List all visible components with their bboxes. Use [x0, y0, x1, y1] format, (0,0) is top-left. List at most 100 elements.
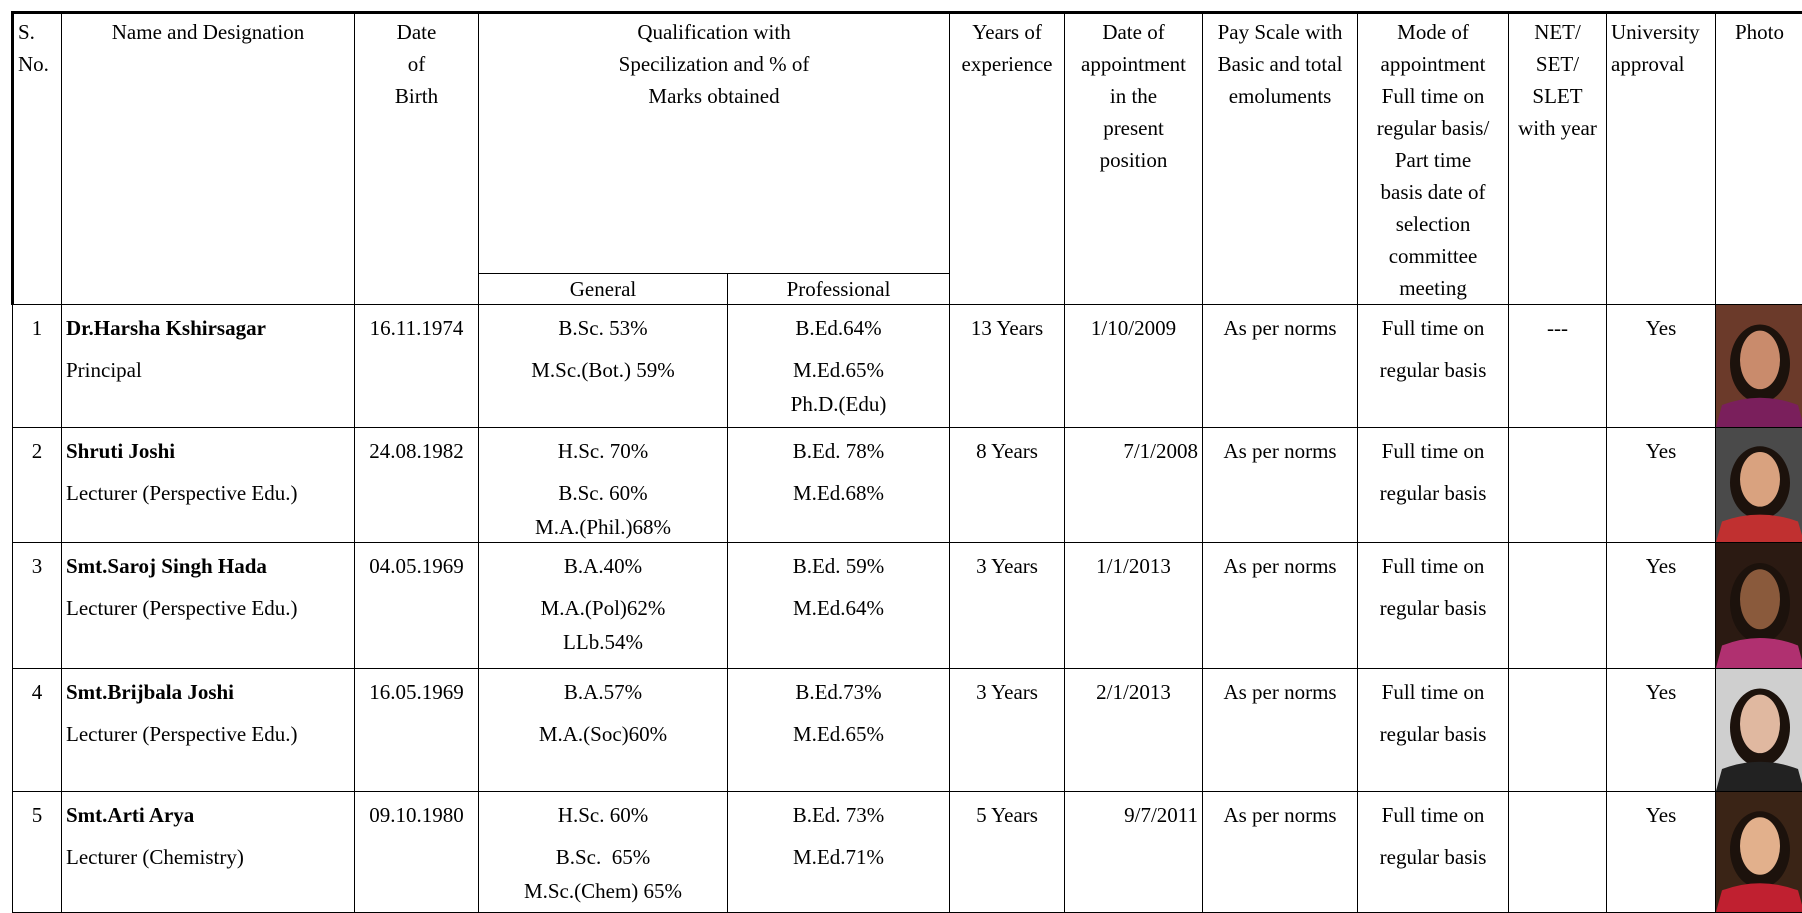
staff-photo: [1716, 543, 1802, 668]
general-cell: B.Sc. 53%M.Sc.(Bot.) 59%: [479, 305, 728, 428]
designation: Lecturer (Perspective Edu.): [66, 472, 350, 514]
date-of-birth: 09.10.1980: [359, 794, 474, 836]
header-text: University: [1611, 16, 1711, 48]
dob-cell: 24.08.1982: [355, 428, 479, 543]
header-text: Marks obtained: [483, 80, 945, 112]
header-text: Part time: [1362, 144, 1504, 176]
header-text: approval: [1611, 48, 1711, 80]
photo-shape: [1740, 452, 1780, 507]
general-qualification: M.A.(Pol)62%: [483, 587, 723, 629]
photo-cell: [1716, 543, 1802, 669]
professional-qualification: M.Ed.65%: [732, 349, 945, 391]
designation: Lecturer (Chemistry): [66, 836, 350, 878]
general-cell: H.Sc. 70%B.Sc. 60%M.A.(Phil.)68%: [479, 428, 728, 543]
pay-scale: As per norms: [1207, 794, 1353, 836]
approval-cell: Yes: [1607, 428, 1716, 543]
professional-qualification: M.Ed.68%: [732, 472, 945, 514]
staff-photo: [1716, 669, 1802, 791]
approval-cell: Yes: [1607, 792, 1716, 913]
university-approval: Yes: [1611, 430, 1711, 472]
appointment-date: 9/7/2011: [1069, 794, 1198, 836]
appointment-mode: Full time on: [1362, 671, 1504, 713]
header-text: basis date of: [1362, 176, 1504, 208]
header-text: appointment: [1362, 48, 1504, 80]
professional-cell: B.Ed.64%M.Ed.65%Ph.D.(Edu): [728, 305, 950, 428]
header-text: appointment: [1069, 48, 1198, 80]
header-text: Specilization and % of: [483, 48, 945, 80]
date-of-birth: 04.05.1969: [359, 545, 474, 587]
sno-cell: 2: [13, 428, 62, 543]
general-qualification: M.A.(Soc)60%: [483, 713, 723, 755]
designation: Principal: [66, 349, 350, 391]
photo-cell: [1716, 669, 1802, 792]
header-text: Birth: [359, 80, 474, 112]
designation: Lecturer (Perspective Edu.): [66, 587, 350, 629]
appointment-mode: Full time on: [1362, 430, 1504, 472]
net-cell: ---: [1509, 305, 1607, 428]
experience: 5 Years: [954, 794, 1060, 836]
header-text: of: [359, 48, 474, 80]
experience-cell: 3 Years: [950, 543, 1065, 669]
professional-qualification: B.Ed.73%: [732, 671, 945, 713]
general-qualification: B.Sc. 60%: [483, 472, 723, 514]
professional-qualification: B.Ed. 78%: [732, 430, 945, 472]
header-text: Years of: [954, 16, 1060, 48]
subheader-text: General: [479, 275, 727, 303]
header-text: experience: [954, 48, 1060, 80]
professional-qualification: M.Ed.64%: [732, 587, 945, 629]
appointment-mode: regular basis: [1362, 472, 1504, 514]
photo-cell: [1716, 428, 1802, 543]
dob-cell: 16.05.1969: [355, 669, 479, 792]
photo-shape: [1740, 331, 1780, 390]
experience-cell: 5 Years: [950, 792, 1065, 913]
net-cell: [1509, 428, 1607, 543]
staff-name: Dr.Harsha Kshirsagar: [66, 307, 350, 349]
university-approval: Yes: [1611, 671, 1711, 713]
appointment-date: 7/1/2008: [1069, 430, 1198, 472]
appointment-cell: 1/1/2013: [1065, 543, 1203, 669]
date-of-birth: 16.11.1974: [359, 307, 474, 349]
serial-number: 1: [17, 307, 57, 349]
header-text: Photo: [1720, 16, 1799, 48]
appointment-cell: 9/7/2011: [1065, 792, 1203, 913]
header-text: regular basis/: [1362, 112, 1504, 144]
general-cell: B.A.57%M.A.(Soc)60%: [479, 669, 728, 792]
staff-name: Shruti Joshi: [66, 430, 350, 472]
pay-cell: As per norms: [1203, 428, 1358, 543]
sno-cell: 4: [13, 669, 62, 792]
header-text: meeting: [1362, 272, 1504, 304]
designation: Lecturer (Perspective Edu.): [66, 713, 350, 755]
general-qualification: H.Sc. 70%: [483, 430, 723, 472]
date-of-birth: 24.08.1982: [359, 430, 474, 472]
header-text: with year: [1513, 112, 1602, 144]
experience: 3 Years: [954, 671, 1060, 713]
header-text: Qualification with: [483, 16, 945, 48]
professional-cell: B.Ed. 73%M.Ed.71%: [728, 792, 950, 913]
pay-scale: As per norms: [1207, 430, 1353, 472]
header-text: NET/: [1513, 16, 1602, 48]
header-text: Date: [359, 16, 474, 48]
staff-photo: [1716, 305, 1802, 427]
general-qualification: M.Sc.(Chem) 65%: [483, 878, 723, 904]
general-qualification: B.A.40%: [483, 545, 723, 587]
photo-shape: [1740, 817, 1780, 875]
professional-qualification: B.Ed. 59%: [732, 545, 945, 587]
university-approval: Yes: [1611, 545, 1711, 587]
